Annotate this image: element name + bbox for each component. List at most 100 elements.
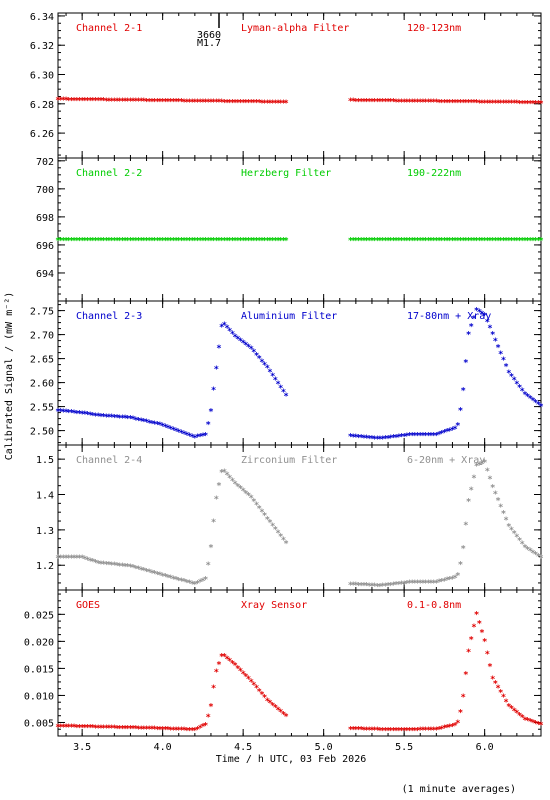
data-point: * <box>281 536 286 546</box>
data-point: * <box>208 98 213 108</box>
data-point: * <box>528 99 533 109</box>
data-point: * <box>444 237 449 247</box>
data-point: * <box>90 237 95 247</box>
data-point: * <box>227 474 232 484</box>
data-point: * <box>267 99 272 109</box>
data-point: * <box>431 237 436 247</box>
data-point: * <box>353 581 358 591</box>
data-point: * <box>375 726 380 736</box>
data-point: * <box>165 726 170 736</box>
data-point: * <box>77 96 82 106</box>
data-point: * <box>265 237 270 247</box>
data-point: * <box>426 726 431 736</box>
y-tick-label: 700 <box>36 185 54 196</box>
data-point: * <box>447 427 452 437</box>
data-point: * <box>192 434 197 444</box>
data-point: * <box>399 433 404 443</box>
data-point: * <box>133 416 138 426</box>
data-point: * <box>383 727 388 737</box>
data-point: * <box>509 373 514 383</box>
data-point: * <box>380 726 385 736</box>
data-point: * <box>98 412 103 422</box>
data-point: * <box>436 725 441 735</box>
data-point: * <box>85 724 90 734</box>
data-point: * <box>240 237 245 247</box>
panel-channel-label: Channel 2-3 <box>76 311 142 322</box>
data-point: * <box>136 97 141 107</box>
data-point: * <box>85 411 90 421</box>
data-point: * <box>501 99 506 109</box>
panel-channel-label: Channel 2-2 <box>76 168 142 179</box>
data-point: * <box>367 97 372 107</box>
data-point: * <box>144 418 149 428</box>
data-point: * <box>71 554 76 564</box>
data-point: * <box>436 430 441 440</box>
data-point: * <box>106 561 111 571</box>
data-point: * <box>396 237 401 247</box>
data-point: * <box>114 724 119 734</box>
data-point: * <box>109 561 114 571</box>
data-point: * <box>69 554 74 564</box>
data-point: * <box>434 726 439 736</box>
data-point: * <box>55 554 60 564</box>
data-point: * <box>232 480 237 490</box>
data-point: * <box>466 648 471 658</box>
data-point: * <box>359 97 364 107</box>
data-point: * <box>61 723 66 733</box>
data-point: * <box>147 419 152 429</box>
data-point: * <box>157 725 162 735</box>
data-point: * <box>230 477 235 487</box>
data-point: * <box>125 563 130 573</box>
data-point: * <box>240 99 245 109</box>
data-point: * <box>149 725 154 735</box>
data-point: * <box>66 96 71 106</box>
data-point: * <box>442 429 447 439</box>
data-point: * <box>171 726 176 736</box>
data-point: * <box>383 237 388 247</box>
data-point: * <box>482 237 487 247</box>
data-point: * <box>214 668 219 678</box>
data-point: * <box>71 409 76 419</box>
data-point: * <box>350 433 355 443</box>
data-point: * <box>235 335 240 345</box>
panel-band-label: 120-123nm <box>407 23 461 34</box>
data-point: * <box>171 426 176 436</box>
data-point: * <box>87 557 92 567</box>
data-point: * <box>503 99 508 109</box>
data-point: * <box>372 237 377 247</box>
data-point: * <box>227 237 232 247</box>
data-point: * <box>361 726 366 736</box>
data-point: * <box>369 726 374 736</box>
data-point: * <box>240 487 245 497</box>
data-point: * <box>144 237 149 247</box>
data-point: * <box>517 536 522 546</box>
data-point: * <box>112 413 117 423</box>
data-point: * <box>281 710 286 720</box>
data-point: * <box>248 345 253 355</box>
data-point: * <box>283 237 288 247</box>
y-tick-label: 0.025 <box>24 610 54 621</box>
data-point: * <box>155 421 160 431</box>
data-point: * <box>517 237 522 247</box>
data-point: * <box>206 237 211 247</box>
data-point: * <box>267 519 272 529</box>
data-point: * <box>176 428 181 438</box>
data-point: * <box>412 579 417 589</box>
data-point: * <box>520 99 525 109</box>
data-point: * <box>58 723 63 733</box>
data-point: * <box>356 433 361 443</box>
data-point: * <box>356 726 361 736</box>
panel-filter-label: Aluminium Filter <box>241 311 337 322</box>
data-point: * <box>171 237 176 247</box>
data-point: * <box>259 237 264 247</box>
data-point: * <box>66 237 71 247</box>
data-point: * <box>281 99 286 109</box>
x-tick-label: 4.0 <box>154 742 172 753</box>
data-point: * <box>404 98 409 108</box>
data-point: * <box>122 97 127 107</box>
data-point: * <box>391 581 396 591</box>
data-point: * <box>120 562 125 572</box>
data-point: * <box>490 237 495 247</box>
data-point: * <box>396 726 401 736</box>
data-point: * <box>147 237 152 247</box>
